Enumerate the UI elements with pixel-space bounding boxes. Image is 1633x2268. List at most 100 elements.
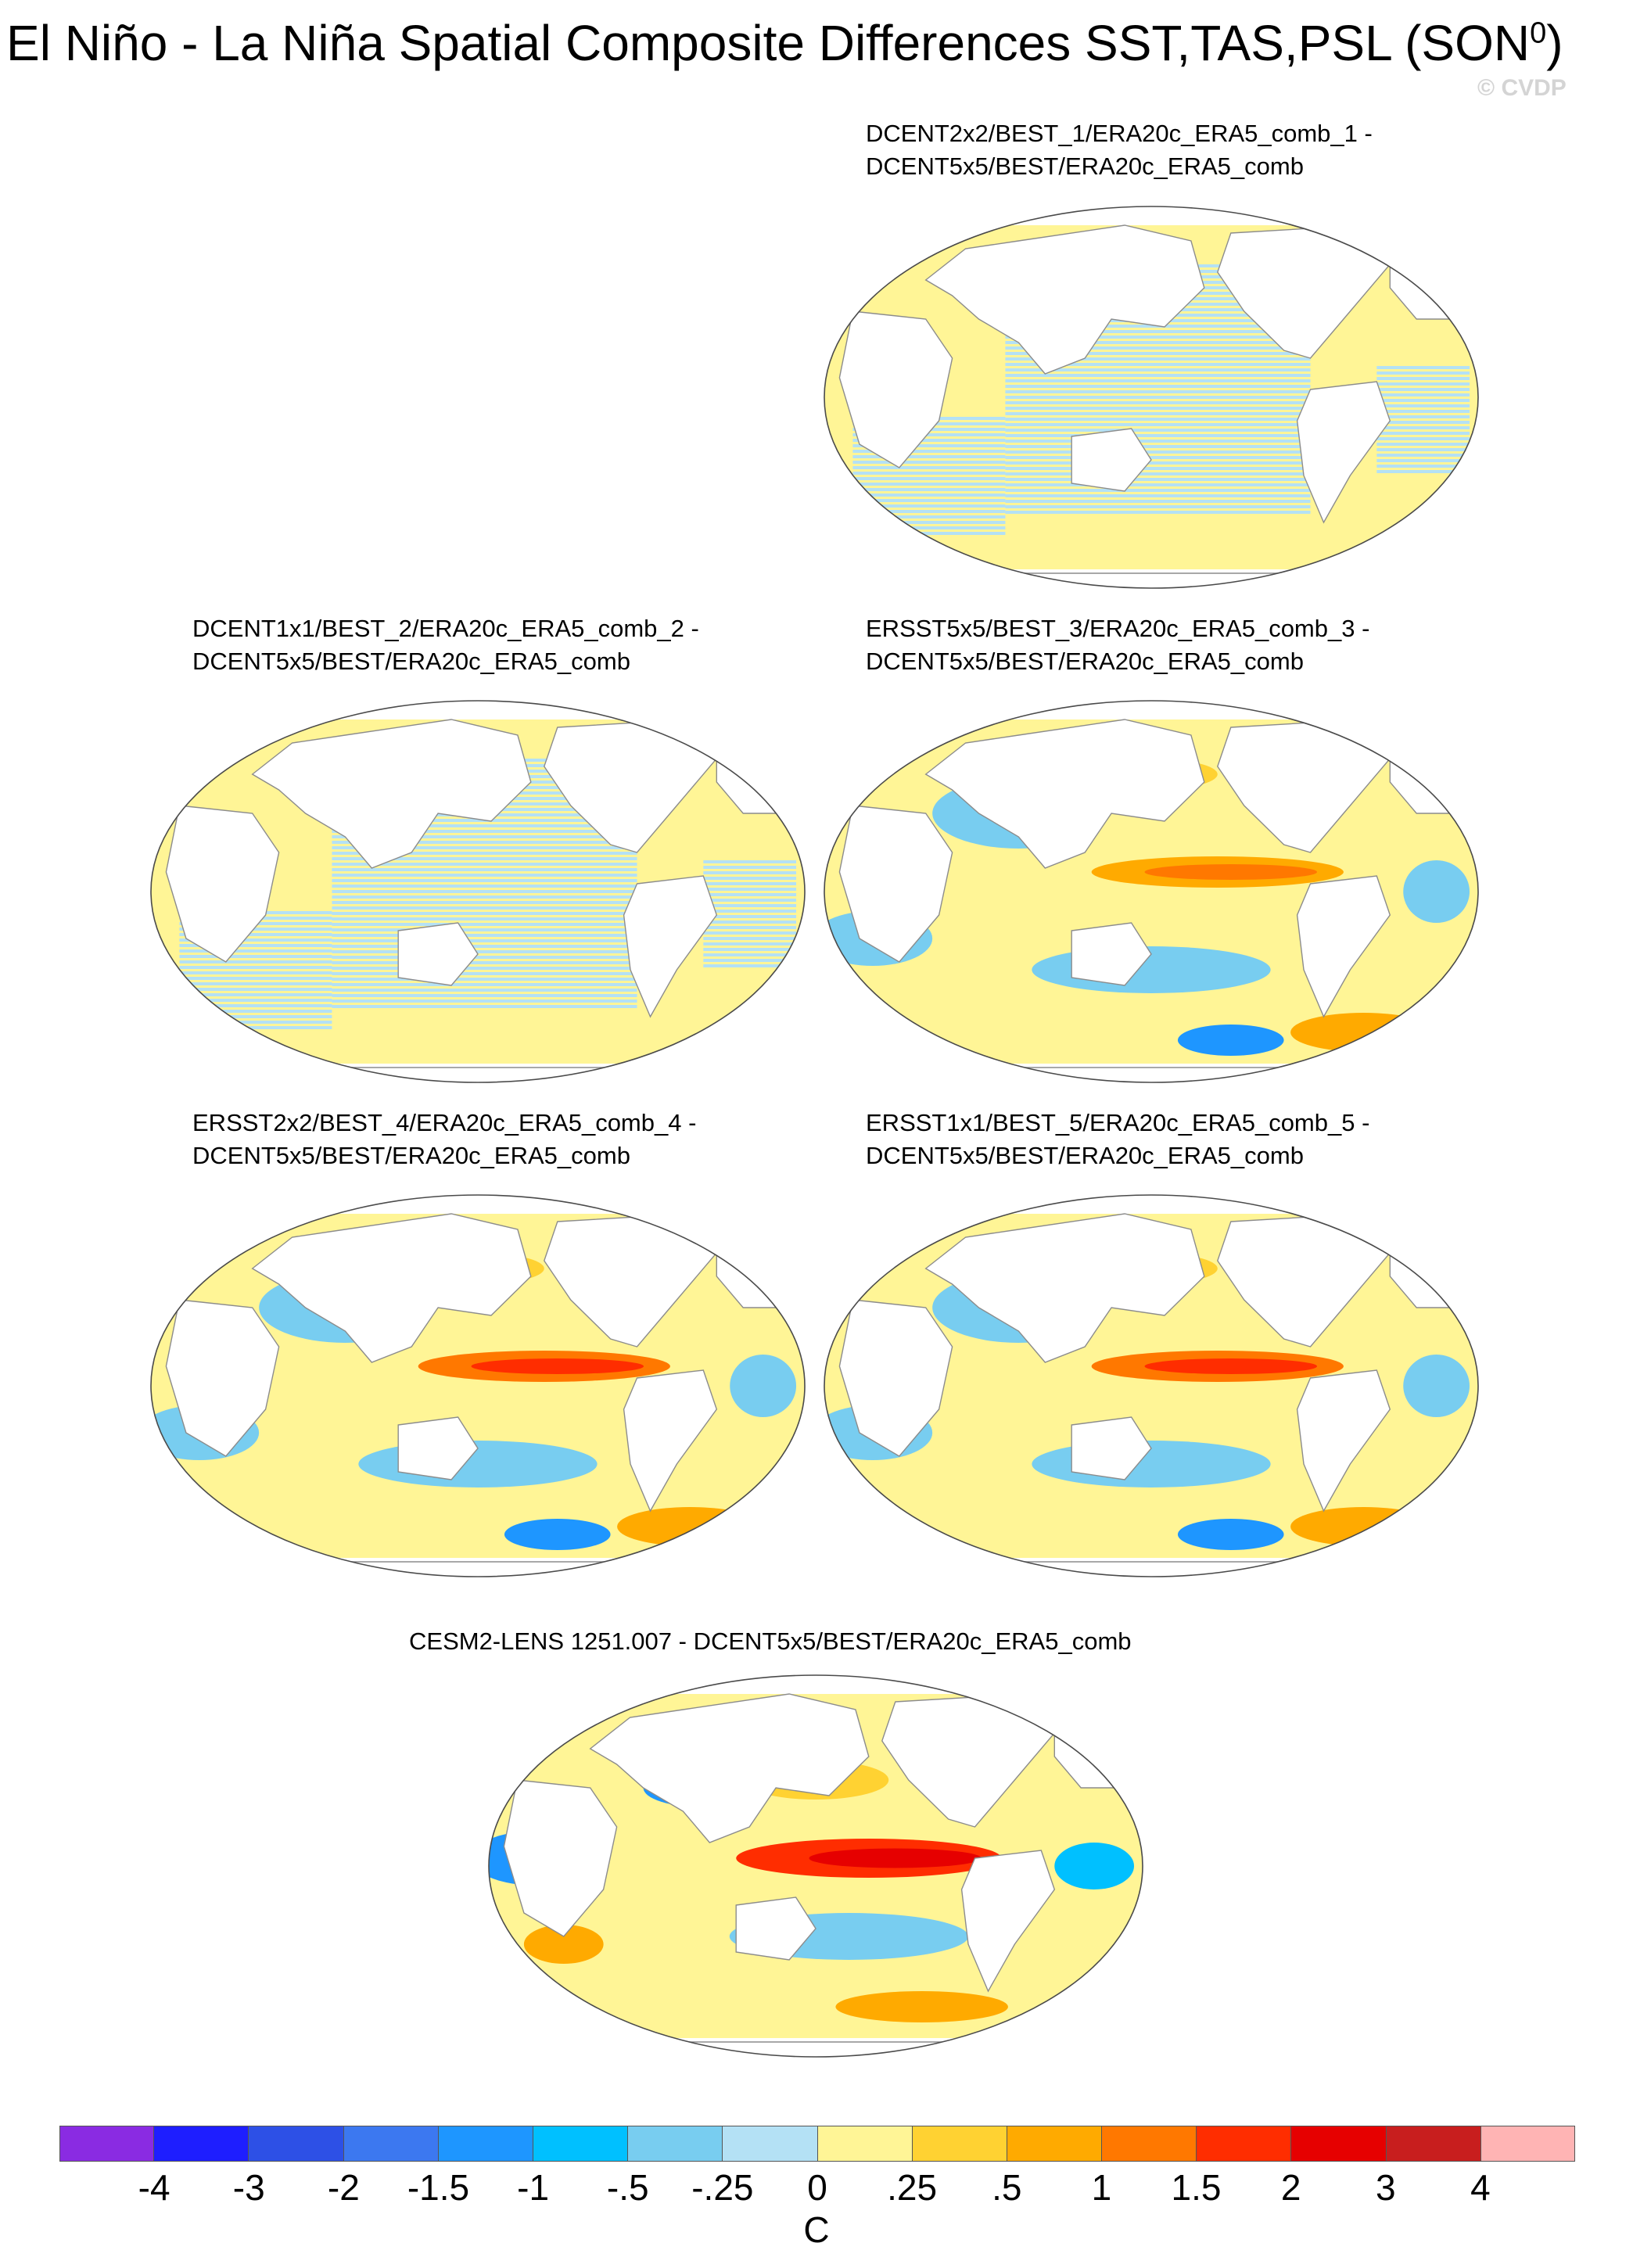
stripe-band [703, 882, 797, 885]
landmass-samerica [960, 1850, 1056, 1993]
panel-1-title: DCENT2x2/BEST_1/ERA20c_ERA5_comb_1 - DCE… [866, 117, 1373, 183]
landmass-australia [397, 922, 479, 986]
panel-2-title-line1: DCENT1x1/BEST_2/ERA20c_ERA5_comb_2 - [192, 615, 699, 642]
colorbar-cell [817, 2126, 913, 2162]
colorbar-cell [1007, 2126, 1103, 2162]
stripe-band [179, 988, 332, 991]
stripe-band [1005, 357, 1311, 361]
colorbar-tick-label: -1.5 [407, 2167, 470, 2208]
stripe-band [1005, 489, 1311, 492]
map-field [824, 1195, 1478, 1577]
stripe-band [1005, 450, 1311, 454]
landmass-samerica [623, 1369, 718, 1513]
stripe-band [332, 1005, 637, 1008]
colorbar-cell [533, 2126, 629, 2162]
southern-ocean-cold [504, 1519, 611, 1550]
stripe-band [703, 915, 797, 918]
stripe-band [852, 450, 1006, 453]
landmass-australia [735, 1897, 816, 1961]
southern-ocean-cold [1177, 1025, 1284, 1056]
colorbar-tick-label: 3 [1375, 2167, 1396, 2208]
stripe-band [852, 521, 1006, 524]
stripe-band [179, 938, 332, 942]
colorbar-cell [438, 2126, 533, 2162]
stripe-band [1376, 366, 1470, 369]
colorbar-cell [1480, 2126, 1575, 2162]
colorbar-tick-label: -2 [327, 2167, 360, 2208]
stripe-band [1005, 494, 1311, 497]
globe-outline [150, 700, 806, 1083]
panel-5-title-line1: ERSST1x1/BEST_5/ERA20c_ERA5_comb_5 - [866, 1109, 1370, 1136]
stripe-band [332, 906, 637, 910]
stripe-band [703, 904, 797, 907]
atlantic-cold [1054, 1843, 1135, 1889]
stripe-band [852, 433, 1006, 436]
panel-4-title: ERSST2x2/BEST_4/ERA20c_ERA5_comb_4 - DCE… [192, 1107, 696, 1172]
colorbar-cell [1102, 2126, 1197, 2162]
stripe-band [179, 971, 332, 974]
stripe-band [1376, 399, 1470, 402]
stripe-band [332, 917, 637, 920]
stripe-band [332, 950, 637, 953]
stripe-band [1005, 385, 1311, 388]
stripe-band [179, 960, 332, 964]
stripe-band [332, 939, 637, 942]
stripe-band [332, 956, 637, 959]
panel-4-title-line2: DCENT5x5/BEST/ERA20c_ERA5_comb [192, 1142, 630, 1169]
panel-6-title-line1: CESM2-LENS 1251.007 - DCENT5x5/BEST/ERA2… [409, 1627, 1132, 1655]
landmass-africa [838, 805, 953, 963]
stripe-band [703, 866, 797, 869]
stripe-band [852, 493, 1006, 497]
colorbar-tick-label: .5 [992, 2167, 1022, 2208]
stripe-band [1376, 448, 1470, 451]
stripe-band [1005, 368, 1311, 371]
stripe-band [703, 964, 797, 967]
colorbar-tick-label: -.5 [606, 2167, 649, 2208]
stripe-band [1376, 415, 1470, 418]
stripe-band [332, 983, 637, 986]
stripe-band [179, 1015, 332, 1018]
stripe-band [703, 937, 797, 940]
stripe-band [1005, 390, 1311, 393]
stripe-band [332, 978, 637, 981]
stripe-band [1005, 511, 1311, 514]
stripe-band [703, 888, 797, 891]
stripe-band [332, 961, 637, 964]
landmass-australia [1071, 922, 1152, 986]
stripe-band [1376, 404, 1470, 407]
stripe-band [703, 959, 797, 962]
stripe-band [1005, 401, 1311, 404]
colorbar-cell [1386, 2126, 1481, 2162]
stripe-band [703, 948, 797, 951]
stripe-band [1376, 410, 1470, 413]
stripe-band [179, 955, 332, 958]
stripe-band [703, 942, 797, 946]
panel-6-title: CESM2-LENS 1251.007 - DCENT5x5/BEST/ERA2… [409, 1625, 1132, 1658]
stripe-band [703, 893, 797, 896]
landmass-asia [589, 1693, 870, 1843]
stripe-band [332, 879, 637, 882]
landmass-antarctica [870, 1067, 1432, 1082]
stripe-band [1376, 459, 1470, 462]
panel-5-map [824, 1194, 1479, 1577]
stripe-band [703, 931, 797, 935]
stripe-band [1376, 382, 1470, 386]
indian-ocean-warm [523, 1925, 604, 1964]
stripe-band [1005, 407, 1311, 410]
stripe-band [332, 967, 637, 970]
stripe-band [179, 1026, 332, 1029]
stripe-band [1005, 363, 1311, 366]
colorbar-cell [1197, 2126, 1292, 2162]
stripe-band [1005, 352, 1311, 355]
stripe-band [1005, 505, 1311, 508]
stripe-band [1376, 377, 1470, 380]
stripe-band [1005, 456, 1311, 459]
stripe-band [852, 515, 1006, 519]
atlantic-cool [1403, 860, 1470, 923]
stripe-band [332, 923, 637, 926]
panel-4-map [150, 1194, 806, 1577]
stripe-band [332, 895, 637, 899]
equatorial-core [471, 1358, 644, 1374]
panel-1-title-line1: DCENT2x2/BEST_1/ERA20c_ERA5_comb_1 - [866, 120, 1373, 147]
stripe-band [332, 868, 637, 871]
